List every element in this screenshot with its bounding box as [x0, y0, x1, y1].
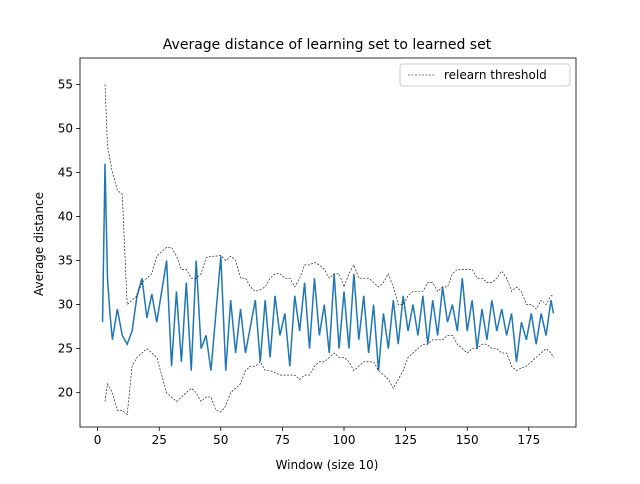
x-tick-label: 175 [517, 433, 540, 447]
x-tick-label: 50 [213, 433, 228, 447]
legend-label: relearn threshold [444, 68, 547, 82]
line [104, 84, 554, 310]
x-tick-label: 0 [94, 433, 102, 447]
x-tick-label: 125 [394, 433, 417, 447]
y-tick-label: 20 [58, 386, 73, 400]
y-tick-label: 30 [58, 298, 73, 312]
y-tick-label: 35 [58, 254, 73, 268]
x-axis-label: Window (size 10) [276, 458, 379, 472]
x-tick-label: 25 [152, 433, 167, 447]
line [101, 163, 555, 371]
y-tick-label: 40 [58, 210, 73, 224]
y-tick-label: 50 [58, 121, 73, 135]
chart-title: Average distance of learning set to lear… [163, 37, 492, 53]
y-tick-label: 25 [58, 342, 73, 356]
x-tick-label: 100 [333, 433, 356, 447]
y-axis-label: Average distance [32, 192, 46, 296]
legend-box [399, 63, 571, 87]
y-tick-label: 55 [58, 77, 73, 91]
plot-frame [79, 57, 577, 428]
x-tick-label: 75 [275, 433, 290, 447]
y-tick-label: 45 [58, 165, 73, 179]
line [104, 335, 554, 416]
x-tick-label: 150 [456, 433, 479, 447]
